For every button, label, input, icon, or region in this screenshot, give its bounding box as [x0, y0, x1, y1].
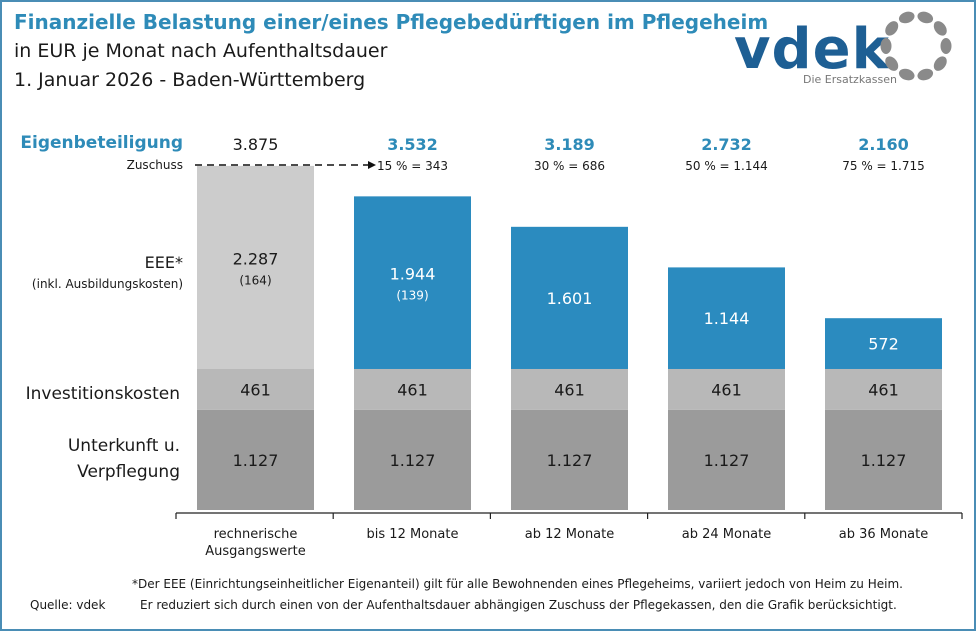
vdek-logo: vdek Die Ersatzkassen	[734, 11, 952, 86]
value-label-unterkunft: 1.127	[233, 451, 279, 470]
bar-eee	[197, 165, 314, 369]
logo-ring-segment	[885, 56, 899, 71]
legend-sublabel-eee: (inkl. Ausbildungskosten)	[32, 277, 183, 291]
eigenbeteiligung-value: 2.732	[701, 135, 752, 154]
zuschuss-value: 30 % = 686	[534, 159, 605, 173]
value-label-eee: 1.944	[390, 265, 436, 284]
legend-label-verpflegung: Verpflegung	[77, 462, 180, 482]
bar-eee	[354, 196, 471, 369]
bar-unterkunft	[668, 409, 785, 510]
eigenbeteiligung-value: 3.875	[233, 135, 279, 154]
value-label-investitionskosten: 461	[240, 380, 271, 399]
value-label-ausbildung: (164)	[239, 273, 271, 287]
bar-investitionskosten	[354, 368, 471, 410]
x-tick-label: rechnerische	[214, 527, 298, 542]
logo-ring-icon	[880, 11, 952, 81]
x-tick-label: bis 12 Monate	[367, 527, 459, 542]
logo-tagline: Die Ersatzkassen	[803, 73, 897, 86]
logo-ring-segment	[898, 11, 915, 24]
x-tick-label: Ausgangswerte	[205, 544, 305, 559]
bar-unterkunft	[511, 409, 628, 510]
zuschuss-value: 75 % = 1.715	[842, 159, 925, 173]
bar-eee	[668, 267, 785, 369]
chart-title: Finanzielle Belastung einer/eines Pflege…	[14, 10, 769, 34]
value-label-unterkunft: 1.127	[861, 451, 907, 470]
logo-ring-segment	[933, 56, 947, 71]
bar-unterkunft	[197, 409, 314, 510]
value-label-eee: 572	[868, 335, 899, 354]
value-label-unterkunft: 1.127	[390, 451, 436, 470]
eigenbeteiligung-label: Eigenbeteiligung	[20, 133, 183, 153]
value-label-investitionskosten: 461	[711, 380, 742, 399]
eigenbeteiligung-value: 3.189	[544, 135, 595, 154]
chart-subtitle: in EUR je Monat nach Aufenthaltsdauer	[14, 40, 388, 62]
arrow-head-icon	[368, 161, 376, 169]
logo-ring-segment	[917, 11, 934, 24]
zuschuss-value: 15 % = 343	[377, 159, 448, 173]
bar-investitionskosten	[825, 368, 942, 410]
value-label-investitionskosten: 461	[397, 380, 428, 399]
logo-ring-segment	[933, 21, 947, 36]
value-label-eee: 2.287	[233, 249, 279, 268]
zuschuss-value: 50 % = 1.144	[685, 159, 768, 173]
bar-unterkunft	[825, 409, 942, 510]
footnote-line-2: Er reduziert sich durch einen von der Au…	[140, 598, 897, 612]
value-label-investitionskosten: 461	[554, 380, 585, 399]
x-tick-label: ab 12 Monate	[525, 527, 615, 542]
source-label: Quelle: vdek	[30, 598, 106, 612]
logo-ring-segment	[940, 38, 952, 54]
legend-label-investitionskosten: Investitionskosten	[26, 384, 180, 404]
footnote-line-1: *Der EEE (Einrichtungseinheitlicher Eige…	[132, 577, 903, 591]
value-label-ausbildung: (139)	[396, 289, 428, 303]
value-label-unterkunft: 1.127	[704, 451, 750, 470]
legend-label-eee: EEE*	[145, 253, 183, 272]
value-label-unterkunft: 1.127	[547, 451, 593, 470]
logo-ring-segment	[917, 68, 934, 81]
logo-ring-segment	[898, 68, 915, 81]
logo-ring-segment	[880, 38, 892, 54]
bar-unterkunft	[354, 409, 471, 510]
value-label-eee: 1.601	[547, 289, 593, 308]
zuschuss-label: Zuschuss	[127, 158, 183, 172]
bar-investitionskosten	[511, 368, 628, 410]
logo-text: vdek	[734, 17, 891, 82]
eigenbeteiligung-value: 3.532	[387, 135, 438, 154]
x-tick-label: ab 36 Monate	[839, 527, 929, 542]
value-label-eee: 1.144	[704, 309, 750, 328]
chart-date-region: 1. Januar 2026 - Baden-Württemberg	[14, 69, 366, 91]
value-label-investitionskosten: 461	[868, 380, 899, 399]
bar-investitionskosten	[197, 368, 314, 410]
eigenbeteiligung-value: 2.160	[858, 135, 909, 154]
logo-ring-segment	[885, 21, 899, 36]
x-tick-label: ab 24 Monate	[682, 527, 772, 542]
legend-label-unterkunft: Unterkunft u.	[68, 436, 180, 456]
bar-eee	[825, 318, 942, 369]
bar-eee	[511, 226, 628, 369]
bar-investitionskosten	[668, 368, 785, 410]
